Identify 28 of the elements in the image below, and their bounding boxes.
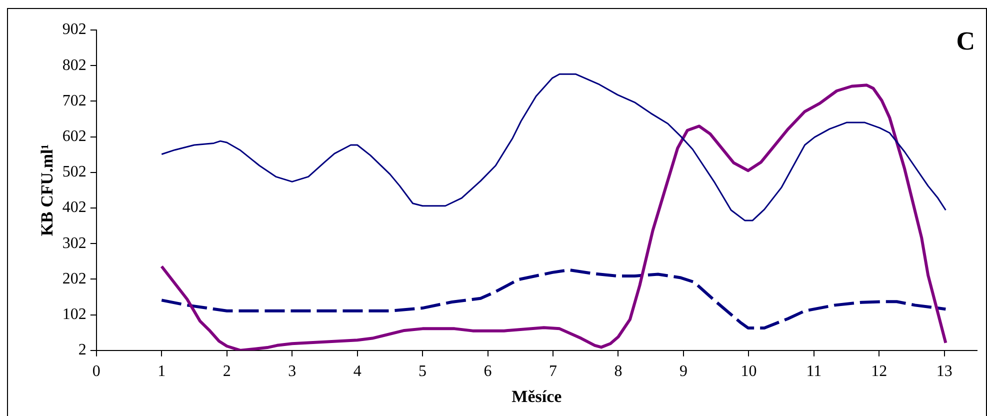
x-tick-label: 7 <box>549 363 558 380</box>
x-tick-label: 5 <box>418 363 427 380</box>
y-tick-label: 2 <box>78 342 86 359</box>
y-tick-label: 102 <box>62 306 86 324</box>
x-tick-label: 6 <box>484 363 492 380</box>
x-tick-label: 10 <box>740 363 757 380</box>
y-tick-label: 402 <box>62 199 86 216</box>
x-tick-label: 11 <box>806 363 822 380</box>
x-axis-title: Měsíce <box>512 387 562 406</box>
x-tick-label: 2 <box>222 363 231 380</box>
x-tick-label: 12 <box>871 363 888 380</box>
x-tick-label: 4 <box>353 363 362 380</box>
y-tick-label: 202 <box>62 270 86 288</box>
y-tick-label: 902 <box>62 21 86 38</box>
y-tick-label: 702 <box>62 92 86 110</box>
x-tick-label: 0 <box>92 363 100 380</box>
annotation: C <box>956 26 975 56</box>
y-tick-label: 802 <box>62 56 86 74</box>
x-tick-label: 9 <box>679 363 688 380</box>
y-tick-label: 602 <box>62 128 86 146</box>
x-tick-label: 3 <box>288 363 296 380</box>
y-tick-label: 302 <box>62 234 86 252</box>
x-tick-label: 1 <box>158 363 166 380</box>
line-series <box>160 268 948 330</box>
x-tick-label: 8 <box>614 363 622 380</box>
y-tick-label: 502 <box>62 164 86 181</box>
x-tick-label: 13 <box>936 363 952 380</box>
y-axis-title: KB CFU.ml¹ <box>38 144 57 236</box>
